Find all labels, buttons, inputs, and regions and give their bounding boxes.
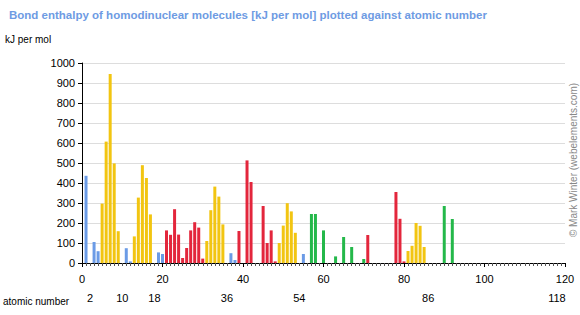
svg-text:20: 20 [156,273,168,285]
svg-text:40: 40 [237,273,249,285]
svg-text:300: 300 [57,197,75,209]
svg-text:100: 100 [57,237,75,249]
svg-text:100: 100 [475,273,493,285]
svg-text:2: 2 [87,292,93,304]
svg-text:© Mark Winter (webelements.com: © Mark Winter (webelements.com) [568,83,579,237]
svg-text:0: 0 [69,257,75,269]
svg-text:kJ per mol: kJ per mol [5,34,51,45]
svg-text:60: 60 [317,273,329,285]
svg-text:54: 54 [293,292,305,304]
svg-text:80: 80 [398,273,410,285]
svg-text:600: 600 [57,137,75,149]
svg-text:200: 200 [57,217,75,229]
svg-text:atomic number: atomic number [3,296,70,307]
svg-text:700: 700 [57,117,75,129]
svg-text:120: 120 [556,273,574,285]
svg-text:500: 500 [57,157,75,169]
svg-text:118: 118 [548,292,566,304]
svg-text:400: 400 [57,177,75,189]
svg-text:10: 10 [116,292,128,304]
svg-text:900: 900 [57,77,75,89]
svg-text:0: 0 [79,273,85,285]
svg-text:36: 36 [221,292,233,304]
svg-text:86: 86 [422,292,434,304]
svg-text:1000: 1000 [51,57,75,69]
svg-text:800: 800 [57,97,75,109]
svg-text:18: 18 [148,292,160,304]
svg-text:Bond enthalpy of homodinuclear: Bond enthalpy of homodinuclear molecules… [9,9,487,21]
